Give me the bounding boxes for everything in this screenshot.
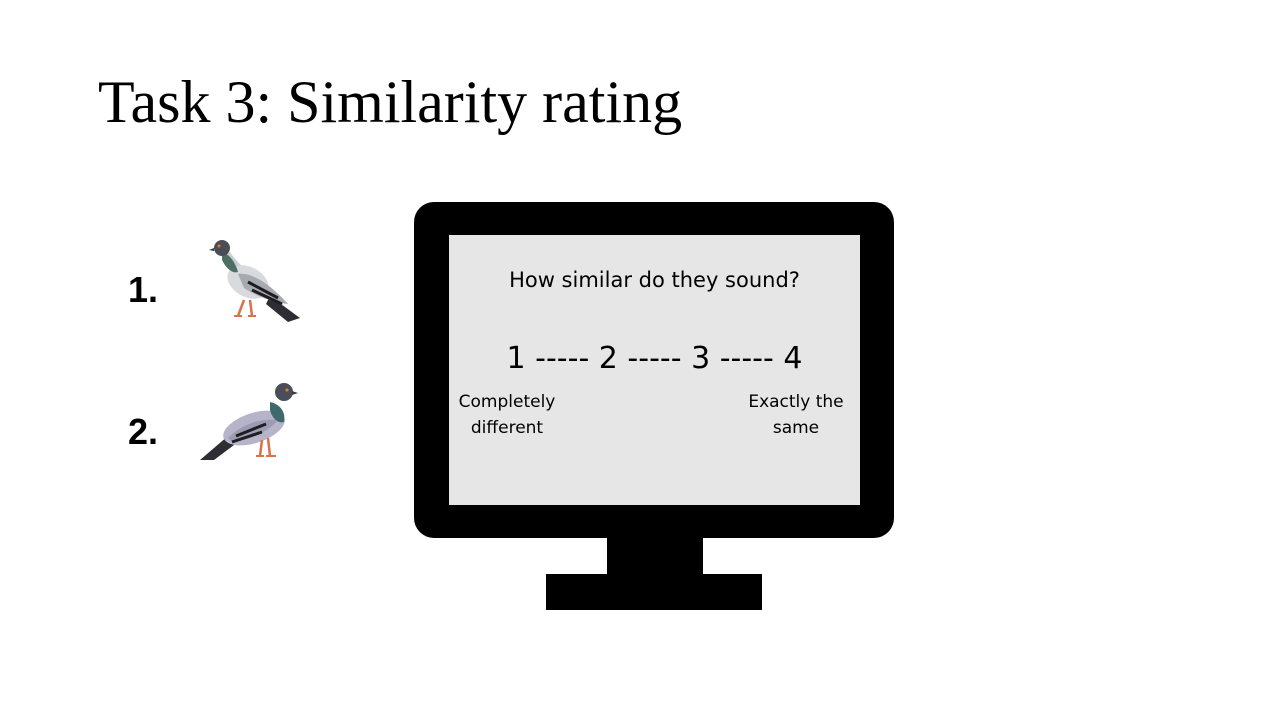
stimulus-number-2: 2. — [128, 411, 159, 452]
rating-scale: 1 ----- 2 ----- 3 ----- 4 — [506, 341, 803, 376]
monitor-stand-neck — [607, 536, 703, 576]
scale-anchor-high-line1: Exactly the — [748, 392, 844, 412]
scale-anchor-high-line2: same — [772, 418, 820, 438]
scale-anchor-high: Exactly the same — [731, 389, 861, 441]
scale-anchor-low-line2: different — [470, 418, 544, 438]
pigeon-icon — [200, 383, 298, 460]
monitor-stand-base — [546, 574, 762, 610]
monitor-screen — [449, 235, 860, 505]
stimulus-number-1: 1. — [128, 269, 159, 310]
scale-anchor-low-line1: Completely — [458, 392, 556, 412]
pigeon-icon — [209, 240, 300, 322]
rating-question: How similar do they sound? — [509, 268, 800, 292]
slide-title: Task 3: Similarity rating — [98, 69, 683, 135]
scale-anchor-low: Completely different — [442, 389, 572, 441]
